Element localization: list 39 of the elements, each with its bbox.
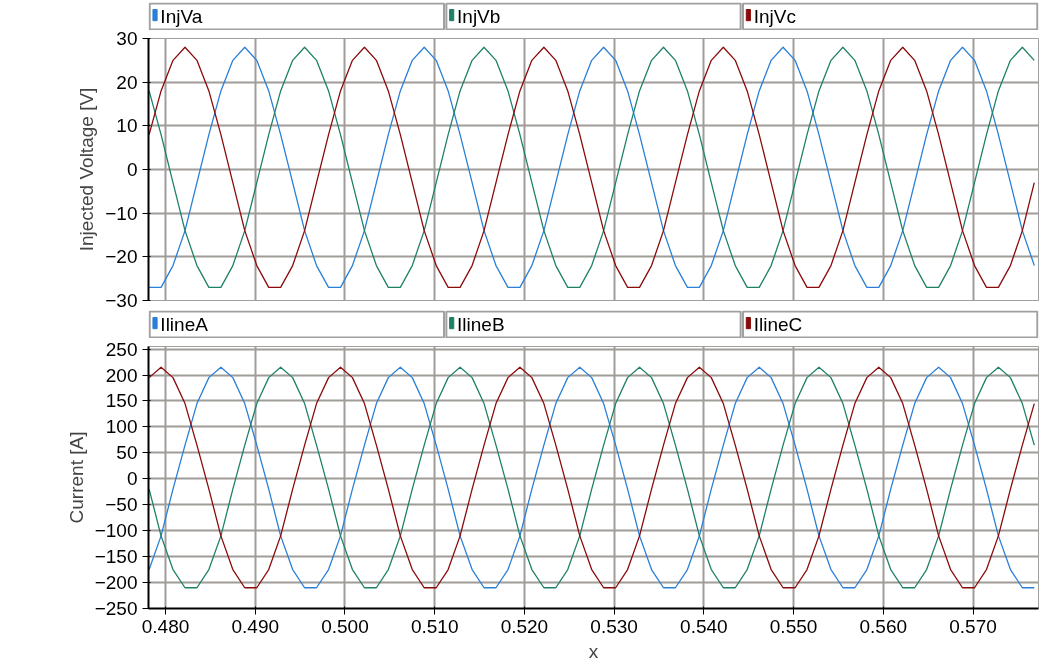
- x-tick-label: 0.550: [769, 615, 818, 637]
- x-tick-label: 0.530: [590, 615, 638, 637]
- y-tick-label: −100: [94, 520, 138, 542]
- y-tick-label: 0: [126, 468, 138, 490]
- legend-label: InjVb: [457, 6, 501, 27]
- x-tick-label: 0.570: [949, 615, 997, 637]
- y-axis-title: Current [A]: [65, 431, 87, 524]
- x-tick-label: 0.560: [859, 615, 908, 637]
- legend-label: IlineA: [160, 314, 209, 335]
- x-axis-title: x: [588, 640, 599, 662]
- x-tick-label: 0.520: [500, 615, 549, 637]
- y-tick-label: −50: [105, 494, 138, 516]
- legend-label: IlineB: [457, 314, 505, 335]
- y-tick-label: 200: [105, 364, 138, 386]
- x-tick-label: 0.490: [231, 615, 280, 637]
- line-series: [148, 366, 1035, 589]
- y-tick-label: −200: [94, 572, 138, 594]
- y-tick-label: 150: [105, 390, 138, 412]
- y-tick-label: 30: [116, 28, 138, 49]
- y-tick-label: −150: [94, 546, 138, 568]
- y-tick-label: −20: [105, 246, 138, 268]
- y-tick-label: 0: [126, 159, 138, 180]
- y-axis-title: Injected Voltage [V]: [76, 87, 98, 252]
- y-tick-label: 250: [105, 338, 138, 360]
- y-tick-label: 50: [116, 442, 138, 464]
- legend-label: IlineC: [753, 314, 803, 335]
- y-tick-label: −30: [105, 290, 138, 311]
- x-tick-label: 0.500: [321, 615, 369, 637]
- legend-label: InjVa: [160, 6, 203, 27]
- legend-label: InjVc: [753, 6, 796, 27]
- y-tick-label: −250: [94, 598, 138, 619]
- x-tick-label: 0.540: [680, 615, 728, 637]
- y-tick-label: 100: [105, 416, 138, 438]
- y-tick-label: −10: [105, 202, 138, 224]
- y-tick-label: 10: [116, 115, 138, 137]
- line-series: [148, 46, 1035, 289]
- x-tick-label: 0.510: [410, 615, 459, 637]
- y-tick-label: 20: [116, 71, 138, 93]
- x-tick-label: 0.480: [141, 615, 190, 637]
